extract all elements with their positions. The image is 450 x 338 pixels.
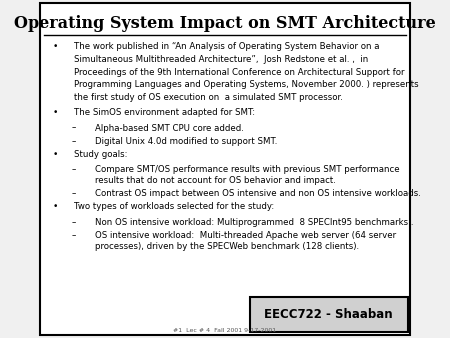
Text: –: – — [72, 137, 76, 146]
Text: The work published in “An Analysis of Operating System Behavior on a: The work published in “An Analysis of Op… — [74, 42, 380, 51]
Text: results that do not account for OS behavior and impact.: results that do not account for OS behav… — [95, 176, 336, 185]
Text: Alpha-based SMT CPU core added.: Alpha-based SMT CPU core added. — [95, 124, 244, 132]
Text: –: – — [72, 165, 76, 174]
Text: Operating System Impact on SMT Architecture: Operating System Impact on SMT Architect… — [14, 15, 436, 32]
Text: –: – — [72, 218, 76, 227]
FancyBboxPatch shape — [249, 297, 408, 332]
Text: The SimOS environment adapted for SMT:: The SimOS environment adapted for SMT: — [74, 108, 255, 117]
Text: Digital Unix 4.0d modified to support SMT.: Digital Unix 4.0d modified to support SM… — [95, 137, 277, 146]
Text: Programming Languages and Operating Systems, November 2000. ) represents: Programming Languages and Operating Syst… — [74, 80, 419, 89]
Text: Contrast OS impact between OS intensive and non OS intensive workloads.: Contrast OS impact between OS intensive … — [95, 189, 421, 198]
Text: OS intensive workload:  Multi-threaded Apache web server (64 server: OS intensive workload: Multi-threaded Ap… — [95, 231, 396, 240]
Text: EECC722 - Shaaban: EECC722 - Shaaban — [264, 308, 393, 321]
Text: •: • — [53, 150, 58, 159]
Text: •: • — [53, 202, 58, 212]
Text: Non OS intensive workload: Multiprogrammed  8 SPECInt95 benchmarks .: Non OS intensive workload: Multiprogramm… — [95, 218, 414, 227]
Text: Compare SMT/OS performance results with previous SMT performance: Compare SMT/OS performance results with … — [95, 165, 400, 174]
Text: –: – — [72, 189, 76, 198]
Text: #1  Lec # 4  Fall 2001 9-17-2001: #1 Lec # 4 Fall 2001 9-17-2001 — [173, 328, 277, 333]
Text: –: – — [72, 231, 76, 240]
Text: Simultaneous Multithreaded Architecture”,  Josh Redstone et al. ,  in: Simultaneous Multithreaded Architecture”… — [74, 55, 369, 64]
Text: •: • — [53, 42, 58, 51]
Text: processes), driven by the SPECWeb benchmark (128 clients).: processes), driven by the SPECWeb benchm… — [95, 242, 359, 251]
Text: Study goals:: Study goals: — [74, 150, 128, 159]
Text: Two types of workloads selected for the study:: Two types of workloads selected for the … — [74, 202, 274, 212]
Text: Proceedings of the 9th International Conference on Architectural Support for: Proceedings of the 9th International Con… — [74, 68, 405, 77]
Text: •: • — [53, 108, 58, 117]
Text: the first study of OS execution on  a simulated SMT processor.: the first study of OS execution on a sim… — [74, 93, 343, 102]
Text: –: – — [72, 124, 76, 132]
